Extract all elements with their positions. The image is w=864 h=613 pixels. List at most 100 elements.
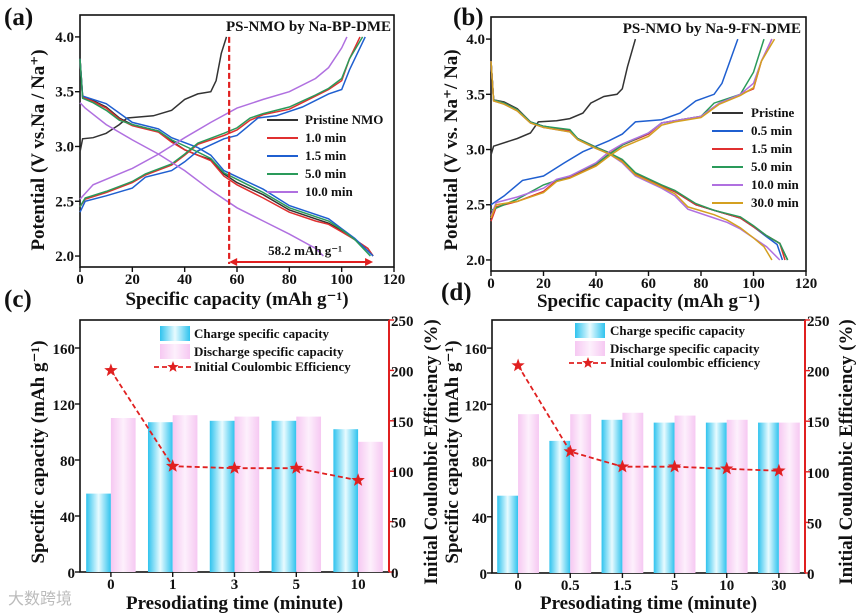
x-tick-label: 80 bbox=[282, 272, 297, 288]
panel-label: (c) bbox=[4, 286, 32, 313]
legend-label: 10.0 min bbox=[751, 177, 799, 192]
charge-bar bbox=[653, 422, 675, 573]
y-axis-label: Specific capacity (mAh g⁻¹) bbox=[28, 340, 49, 563]
legend-label: Discharge specific capacity bbox=[610, 341, 760, 356]
y-tick-label: 3.5 bbox=[55, 85, 74, 101]
charge-bar bbox=[271, 420, 297, 572]
y2-axis-label: Initial Coulombic Efficiency (%) bbox=[421, 319, 442, 584]
y-axis-label: Potential (V vs.Na / Na⁺) bbox=[28, 49, 49, 250]
legend-label: Charge specific capacity bbox=[194, 326, 330, 341]
series-discharge-curve bbox=[490, 61, 784, 261]
y-axis-label: Specific capacity (mAh g⁻¹) bbox=[442, 340, 463, 563]
x-axis-label: Specific capacity (mAh g⁻¹) bbox=[537, 291, 760, 312]
discharge-bar bbox=[234, 416, 260, 572]
legend-label: 1.5 min bbox=[751, 141, 793, 156]
legend-label: 30.0 min bbox=[751, 195, 799, 210]
ice-star-marker bbox=[227, 461, 242, 474]
x-tick-label: 30 bbox=[771, 578, 786, 594]
arrow-head-right bbox=[365, 258, 374, 266]
charge-bar bbox=[758, 422, 779, 573]
x-tick-label: 0 bbox=[107, 577, 115, 593]
discharge-bar bbox=[296, 416, 322, 572]
y2-tick-label: 150 bbox=[391, 415, 414, 431]
panel-label: (a) bbox=[4, 4, 33, 31]
charge-bar bbox=[147, 422, 173, 572]
discharge-bar bbox=[726, 419, 748, 573]
ice-star-marker bbox=[104, 363, 118, 377]
chart-title: PS-NMO by Na-9-FN-DME bbox=[623, 21, 801, 37]
series-charge-curve bbox=[79, 36, 228, 153]
y-tick-label: 4.0 bbox=[466, 32, 485, 48]
y2-tick-label: 250 bbox=[391, 314, 414, 330]
x-tick-label: 80 bbox=[694, 276, 709, 292]
charge-bar bbox=[209, 420, 235, 572]
legend-star-icon bbox=[167, 361, 179, 372]
series-discharge-curve bbox=[79, 58, 374, 257]
y-tick-label: 4.0 bbox=[55, 30, 74, 46]
y-tick-label: 2.0 bbox=[55, 249, 74, 265]
chart-panel-b: (b) Specific capacity (mAh g⁻¹) Potential … bbox=[441, 4, 817, 312]
x-tick-label: 10 bbox=[351, 577, 366, 593]
series-charge-curve bbox=[79, 36, 361, 208]
x-axis-label: Specific capacity (mAh g⁻¹) bbox=[125, 289, 348, 310]
charge-bar bbox=[497, 495, 519, 573]
legend-swatch-charge bbox=[160, 326, 190, 341]
y-tick-label: 160 bbox=[465, 342, 488, 358]
x-tick-label: 10 bbox=[719, 578, 734, 594]
discharge-bar bbox=[570, 414, 592, 573]
y-tick-label: 80 bbox=[60, 454, 75, 470]
legend-label: Initial coulombic efficiency bbox=[610, 355, 761, 370]
legend-label: 1.5 min bbox=[305, 148, 347, 163]
x-axis-label: Presodiating time (minute) bbox=[126, 593, 343, 613]
x-tick-label: 40 bbox=[589, 276, 604, 292]
x-tick-label: 100 bbox=[742, 276, 765, 292]
ice-star-marker bbox=[772, 463, 786, 477]
y2-tick-label: 100 bbox=[391, 465, 414, 481]
y-tick-label: 80 bbox=[472, 455, 487, 471]
discharge-bar bbox=[518, 414, 539, 573]
y-tick-label: 0 bbox=[68, 566, 76, 582]
series-charge-curve bbox=[79, 36, 348, 200]
series-discharge-curve bbox=[490, 61, 773, 261]
chart-panel-c: (c) Presodiating time (minute) Specific ca… bbox=[4, 286, 442, 613]
legend-label: Pristine bbox=[751, 105, 795, 120]
legend-label: 5.0 min bbox=[305, 166, 347, 181]
x-tick-label: 100 bbox=[330, 272, 353, 288]
chart-panel-d: (d) Presodiating time (minute) Specific ca… bbox=[441, 279, 857, 613]
y-tick-label: 40 bbox=[472, 511, 487, 527]
charge-bar bbox=[549, 440, 571, 573]
y-tick-label: 120 bbox=[465, 398, 488, 414]
x-tick-label: 1 bbox=[169, 577, 177, 593]
series-charge-curve bbox=[490, 38, 637, 156]
panel-label: (d) bbox=[441, 279, 472, 306]
y-axis-label: Potential (V vs. Na⁺/ Na) bbox=[441, 49, 462, 250]
y2-tick-label: 100 bbox=[807, 466, 830, 482]
y2-tick-label: 200 bbox=[807, 365, 830, 381]
series-discharge-curve bbox=[79, 58, 374, 257]
ice-star-marker bbox=[351, 473, 365, 486]
arrow-head-left bbox=[229, 258, 238, 266]
y-tick-label: 40 bbox=[60, 510, 75, 526]
charge-bar bbox=[705, 422, 727, 573]
ice-star-marker bbox=[615, 459, 630, 473]
legend-label: Pristine NMO bbox=[305, 112, 383, 127]
y-tick-label: 120 bbox=[53, 398, 76, 414]
x-tick-label: 20 bbox=[125, 272, 140, 288]
ice-line bbox=[110, 369, 359, 482]
ice-star-marker bbox=[511, 358, 525, 372]
discharge-bar bbox=[358, 441, 383, 572]
series-discharge-curve bbox=[79, 102, 324, 257]
legend-star-icon bbox=[582, 357, 594, 368]
y-tick-label: 0 bbox=[480, 567, 488, 583]
charge-bar bbox=[601, 419, 623, 573]
legend-label: Initial Coulombic Efficiency bbox=[194, 359, 351, 374]
y2-tick-label: 200 bbox=[391, 364, 414, 380]
ice-star-marker bbox=[289, 461, 303, 474]
x-tick-label: 5 bbox=[293, 577, 301, 593]
series-discharge-curve bbox=[490, 61, 781, 261]
y-tick-label: 160 bbox=[53, 342, 76, 358]
y2-tick-label: 0 bbox=[807, 567, 815, 583]
legend-swatch-discharge bbox=[575, 341, 605, 356]
panel-label: (b) bbox=[453, 4, 484, 31]
